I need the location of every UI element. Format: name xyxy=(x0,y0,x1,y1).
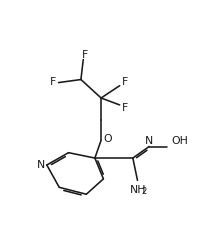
Text: O: O xyxy=(102,134,111,144)
Text: N: N xyxy=(37,160,45,170)
Text: F: F xyxy=(121,103,128,113)
Text: 2: 2 xyxy=(141,187,146,196)
Text: N: N xyxy=(144,136,152,146)
Text: F: F xyxy=(121,77,128,87)
Text: F: F xyxy=(49,77,55,87)
Text: NH: NH xyxy=(129,185,146,195)
Text: F: F xyxy=(81,50,87,60)
Text: OH: OH xyxy=(170,136,187,146)
